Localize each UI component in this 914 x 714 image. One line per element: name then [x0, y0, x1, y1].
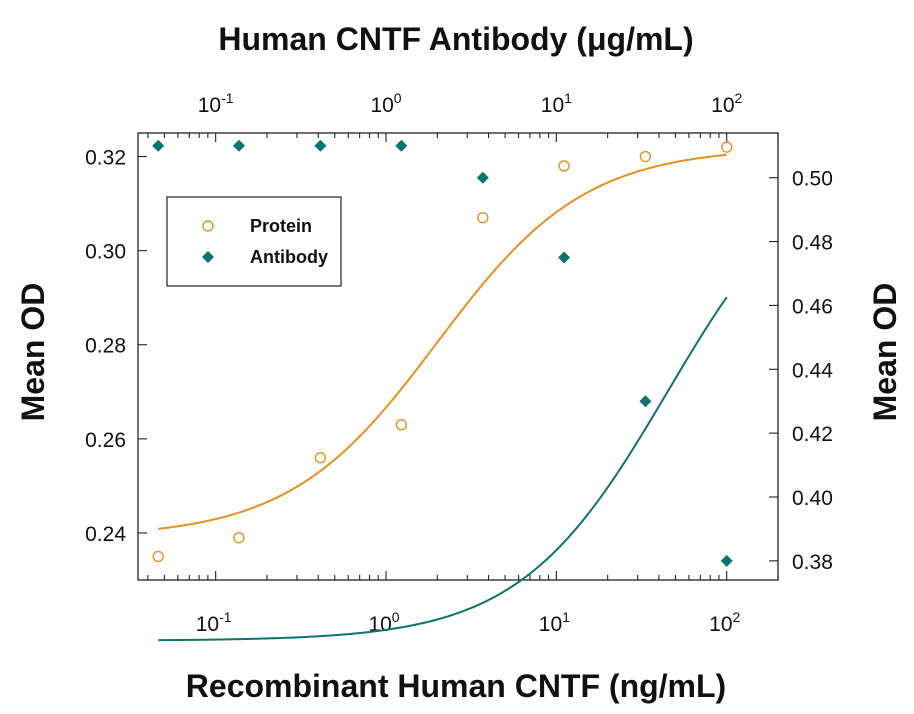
- y-right-tick-label: 0.50: [792, 168, 833, 191]
- x-top-tick-label: 100: [370, 90, 401, 117]
- data-point-antibody: [720, 554, 733, 567]
- y-axis-label-left: Mean OD: [15, 283, 51, 422]
- y-left-tick-label: 0.30: [85, 241, 126, 264]
- fit-curve-protein: [158, 153, 727, 530]
- legend: Protein Antibody: [166, 196, 342, 287]
- data-point-protein: [233, 531, 245, 544]
- y-right-tick-label: 0.42: [792, 423, 833, 446]
- y-axis-label-right: Mean OD: [867, 283, 903, 422]
- data-point-protein: [721, 141, 733, 153]
- legend-protein-marker: [202, 220, 214, 232]
- x-top-tick-label: 10-1: [198, 90, 234, 117]
- y-right-tick-label: 0.46: [792, 295, 833, 318]
- x-bottom-tick-label: 102: [709, 609, 740, 636]
- data-point-antibody: [232, 139, 245, 152]
- y-left-tick-label: 0.24: [85, 523, 126, 546]
- y-left-tick-label: 0.28: [85, 335, 126, 358]
- chart-title: Human CNTF Antibody (μg/mL): [218, 21, 693, 57]
- x-bottom-tick-label: 10-1: [196, 609, 232, 636]
- y-right-tick-label: 0.40: [792, 487, 833, 510]
- data-point-protein: [558, 160, 570, 172]
- x-top-tick-label: 102: [711, 90, 742, 117]
- legend-antibody-marker: [202, 251, 214, 263]
- data-point-protein: [314, 451, 327, 464]
- data-points: [152, 139, 733, 567]
- legend-antibody-label: Antibody: [250, 247, 328, 267]
- data-point-antibody: [639, 395, 652, 408]
- data-point-antibody: [152, 139, 165, 152]
- y-left-tick-label: 0.32: [85, 147, 126, 170]
- x-top-tick-label: 101: [541, 90, 572, 117]
- plot-frame: [137, 132, 779, 581]
- data-point-antibody: [314, 139, 327, 152]
- y-right-tick-label: 0.48: [792, 232, 833, 255]
- fit-curves: [158, 153, 728, 642]
- x-axis-label: Recombinant Human CNTF (ng/mL): [186, 668, 726, 704]
- y-right-tick-label: 0.44: [792, 359, 833, 382]
- legend-protein-label: Protein: [250, 216, 312, 236]
- data-point-antibody: [476, 171, 489, 184]
- data-point-protein: [395, 419, 408, 431]
- data-point-protein: [477, 211, 489, 224]
- legend-box: [166, 196, 342, 287]
- fit-curve-antibody: [158, 296, 728, 642]
- data-point-protein: [639, 150, 652, 163]
- data-point-protein: [152, 550, 164, 563]
- y-left-tick-label: 0.26: [85, 429, 126, 452]
- x-bottom-tick-label: 101: [539, 609, 570, 636]
- data-point-antibody: [395, 139, 408, 152]
- data-point-antibody: [558, 251, 571, 264]
- y-right-tick-label: 0.38: [792, 551, 833, 574]
